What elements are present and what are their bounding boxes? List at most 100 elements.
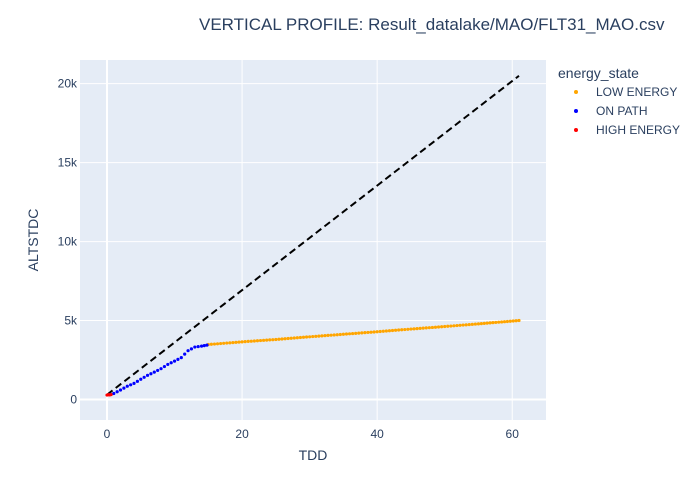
data-point	[458, 323, 462, 327]
data-point	[311, 334, 315, 339]
data-point	[172, 359, 177, 363]
x-axis-title: TDD	[299, 447, 328, 463]
data-point	[464, 323, 468, 327]
data-point	[461, 323, 465, 327]
x-tick-label: 60	[506, 427, 520, 441]
data-point	[289, 336, 293, 340]
data-point	[166, 362, 170, 367]
data-point	[234, 340, 238, 344]
data-point	[412, 327, 416, 331]
data-point	[255, 339, 260, 343]
data-point	[393, 328, 398, 332]
data-point	[372, 330, 376, 334]
data-point	[169, 361, 173, 365]
data-point	[418, 326, 422, 330]
data-point	[511, 319, 515, 323]
data-point	[344, 332, 349, 336]
data-point	[196, 344, 200, 349]
data-point	[115, 390, 119, 394]
legend-item-on-path[interactable]: ON PATH	[574, 104, 648, 118]
data-point	[476, 322, 481, 326]
data-point	[156, 368, 160, 373]
data-point	[149, 372, 153, 376]
data-point	[152, 370, 156, 374]
x-tick-label: 40	[370, 427, 384, 441]
legend-marker	[574, 109, 578, 113]
data-point	[430, 325, 435, 330]
data-point	[215, 342, 220, 346]
data-point	[132, 381, 136, 385]
data-point	[415, 326, 419, 331]
data-point	[381, 329, 385, 333]
data-point	[240, 340, 244, 344]
data-point	[400, 328, 404, 332]
data-point	[360, 331, 364, 335]
data-point	[446, 324, 450, 328]
data-point	[159, 367, 163, 371]
data-point	[274, 337, 278, 342]
data-point	[338, 332, 342, 337]
data-point	[488, 321, 492, 325]
data-point	[258, 338, 263, 343]
chart-title: VERTICAL PROFILE: Result_datalake/MAO/FL…	[199, 15, 665, 34]
data-point	[517, 318, 521, 323]
legend-item-high-energy[interactable]: HIGH ENERGY	[574, 123, 680, 137]
data-point	[283, 337, 287, 341]
data-point	[320, 334, 324, 338]
data-point	[125, 384, 129, 388]
legend[interactable]: energy_state LOW ENERGY ON PATH HIGH ENERG…	[558, 65, 680, 137]
data-point	[280, 337, 284, 341]
data-point	[351, 331, 355, 336]
data-point	[326, 333, 330, 338]
gridlines	[80, 60, 546, 420]
legend-marker	[574, 90, 578, 94]
data-point	[145, 373, 150, 377]
data-point	[375, 330, 379, 334]
data-point	[231, 340, 235, 345]
data-point	[183, 352, 187, 356]
data-point	[268, 338, 272, 342]
data-point	[387, 329, 392, 333]
legend-marker	[574, 128, 578, 132]
data-point	[298, 335, 303, 340]
data-point	[109, 392, 113, 397]
data-points	[105, 318, 521, 397]
data-point	[421, 326, 425, 330]
y-axis-title: ALTSTDC	[25, 209, 41, 272]
data-point	[505, 319, 510, 324]
data-point	[286, 336, 290, 341]
data-point	[482, 321, 486, 325]
data-point	[222, 341, 226, 345]
y-tick-label: 10k	[58, 235, 78, 249]
data-point	[295, 336, 299, 340]
series-high-energy	[105, 392, 113, 397]
data-point	[436, 325, 441, 329]
data-point	[162, 364, 167, 369]
data-point	[193, 345, 197, 349]
plot-area	[80, 60, 546, 420]
data-point	[265, 338, 269, 342]
data-point	[243, 340, 247, 344]
data-point	[225, 341, 229, 345]
data-point	[443, 324, 447, 329]
data-point	[249, 339, 253, 343]
data-point	[508, 319, 512, 323]
data-point	[176, 357, 180, 361]
data-point	[494, 320, 498, 325]
series-on-path	[108, 343, 209, 397]
legend-title: energy_state	[558, 65, 639, 81]
data-point	[369, 330, 373, 334]
data-point	[470, 322, 474, 326]
data-point	[479, 322, 483, 326]
data-point	[323, 334, 327, 338]
legend-item-low-energy[interactable]: LOW ENERGY	[574, 85, 677, 99]
data-point	[304, 335, 309, 339]
data-point	[363, 331, 367, 335]
data-point	[212, 342, 217, 346]
data-point	[139, 377, 143, 381]
data-point	[354, 331, 358, 335]
data-point	[135, 379, 140, 383]
data-point	[271, 338, 275, 342]
data-point	[252, 339, 256, 343]
data-point	[314, 334, 318, 338]
